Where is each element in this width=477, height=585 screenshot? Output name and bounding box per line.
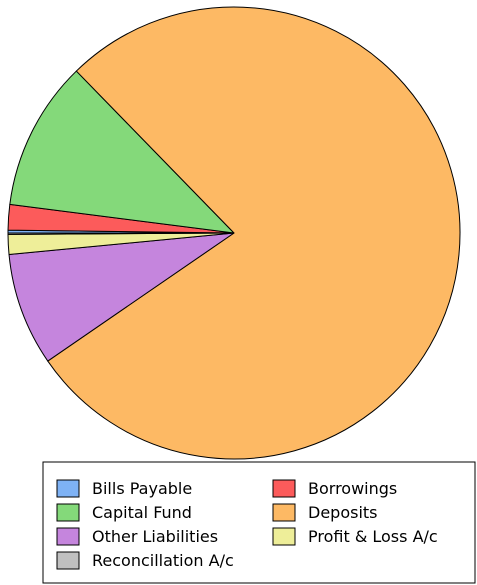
pie-slices <box>7 6 461 460</box>
legend-label-profit-loss-a-c: Profit & Loss A/c <box>308 527 438 546</box>
legend-label-other-liabilities: Other Liabilities <box>92 527 218 546</box>
legend-swatch-other-liabilities <box>56 527 80 546</box>
legend: Bills Payable Borrowings Capital Fund Depos… <box>42 461 476 584</box>
legend-swatch-reconcillation-a-c <box>56 551 80 570</box>
legend-label-bills-payable: Bills Payable <box>92 479 192 498</box>
legend-box <box>42 461 476 584</box>
legend-swatch-capital-fund <box>56 503 80 522</box>
legend-label-borrowings: Borrowings <box>308 479 397 498</box>
legend-swatch-borrowings <box>272 479 296 498</box>
pie-slice-capital-fund <box>9 70 235 234</box>
legend-swatch-profit-loss-a-c <box>272 527 296 546</box>
legend-swatch-deposits <box>272 503 296 522</box>
legend-label-reconcillation-a-c: Reconcillation A/c <box>92 551 234 570</box>
legend-label-capital-fund: Capital Fund <box>92 503 192 522</box>
pie-slice-reconcillation-a-c <box>7 232 235 235</box>
legend-swatch-bills-payable <box>56 479 80 498</box>
legend-label-deposits: Deposits <box>308 503 378 522</box>
pie-slice-other-liabilities <box>8 232 235 362</box>
pie-slice-deposits <box>47 6 461 460</box>
